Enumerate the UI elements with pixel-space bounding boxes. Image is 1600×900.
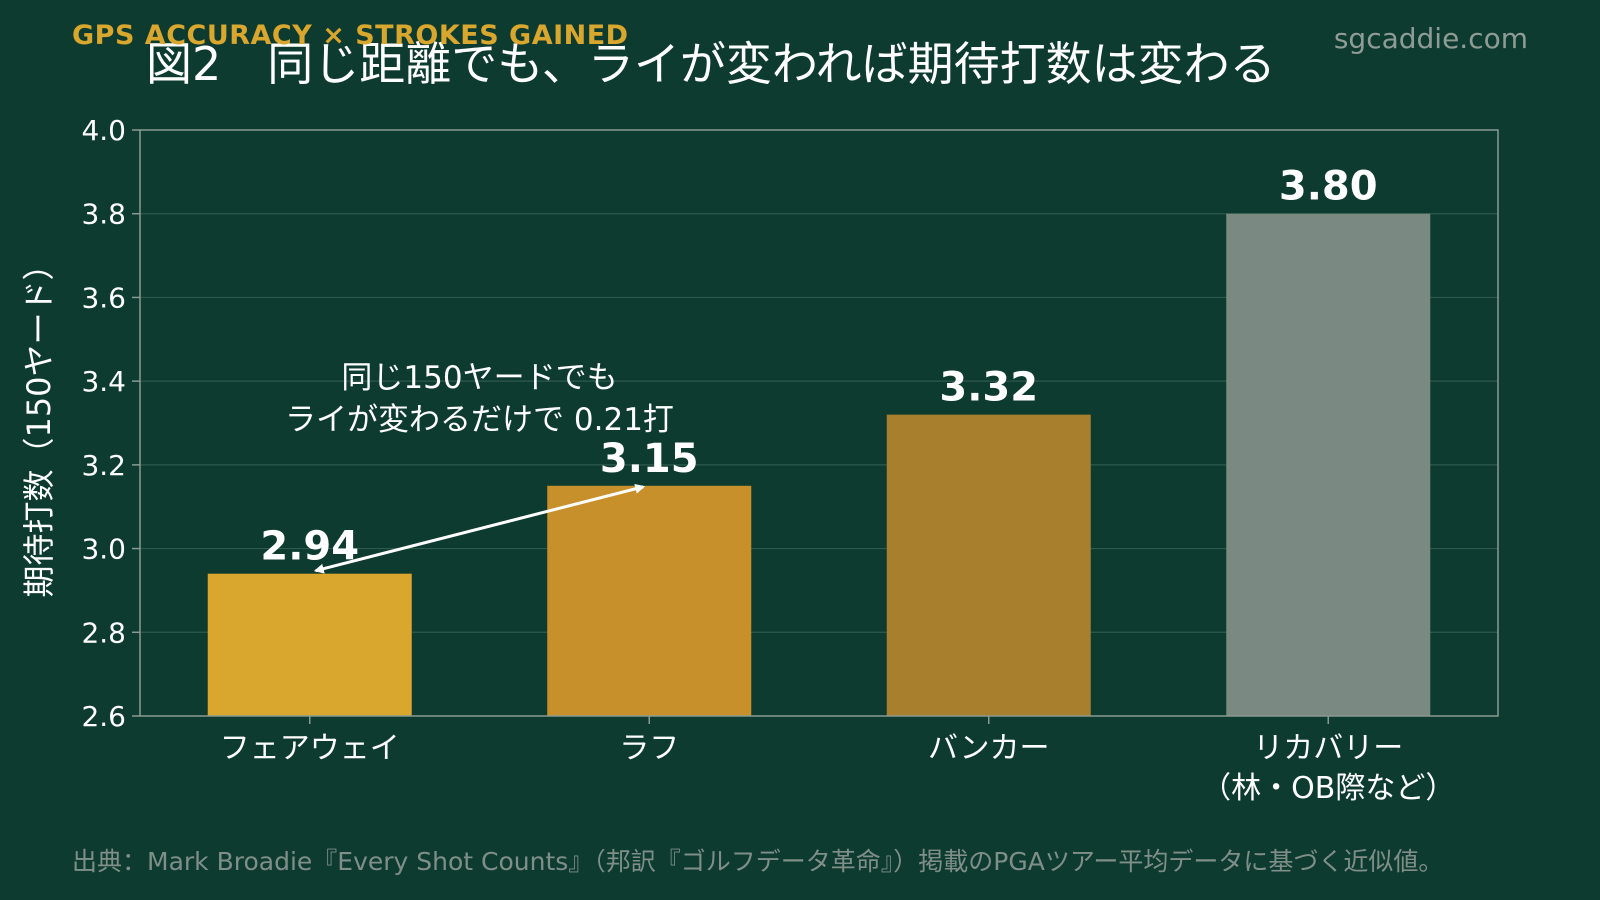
- x-tick-label: フェアウェイ: [220, 731, 400, 766]
- brand-label: sgcaddie.com: [1333, 22, 1528, 55]
- bar-3: [886, 414, 1091, 716]
- value-label: 3.80: [1279, 164, 1378, 210]
- bars: [207, 213, 1431, 716]
- y-axis: 2.6 2.8 3.0 3.2 3.4 3.6 3.8 4.0: [81, 114, 140, 733]
- x-tick-label: ラフ: [619, 731, 679, 766]
- x-tick-label-sub: （林・OB際など）: [1201, 771, 1455, 806]
- value-labels: 2.943.153.323.80: [260, 164, 1377, 570]
- plot-frame: [139, 129, 1499, 717]
- y-tick-label: 3.6: [81, 281, 126, 314]
- source-note: 出典：Mark Broadie『Every Shot Counts』（邦訳『ゴル…: [72, 847, 1444, 876]
- eyebrow-label: GPS ACCURACY × STROKES GAINED: [72, 20, 629, 51]
- y-axis-label: 期待打数（150ヤード）: [20, 248, 58, 597]
- value-label: 3.32: [939, 365, 1038, 411]
- annotation-arrow: [313, 483, 646, 574]
- x-axis: フェアウェイ ラフ バンカー リカバリー （林・OB際など）: [220, 716, 1455, 806]
- y-tick-label: 2.8: [81, 616, 126, 649]
- y-tick-label: 4.0: [81, 114, 126, 147]
- bar-1: [207, 573, 412, 716]
- y-tick-label: 3.2: [81, 449, 126, 482]
- y-tick-label: 3.4: [81, 365, 126, 398]
- bar-4: [1226, 213, 1431, 716]
- x-tick-label: リカバリー: [1253, 731, 1403, 766]
- bar-2: [547, 485, 752, 716]
- value-label: 3.15: [600, 436, 699, 482]
- y-tick-label: 3.8: [81, 198, 126, 231]
- annotation-text: ライが変わるだけで 0.21打: [285, 402, 674, 438]
- y-tick-label: 2.6: [81, 700, 126, 733]
- x-tick-label: バンカー: [928, 731, 1050, 766]
- chart-title: 図2 同じ距離でも、ライが変われば期待打数は変わる: [146, 37, 1276, 91]
- y-tick-label: 3.0: [81, 533, 126, 566]
- annotation-text: 同じ150ヤードでも: [341, 360, 617, 396]
